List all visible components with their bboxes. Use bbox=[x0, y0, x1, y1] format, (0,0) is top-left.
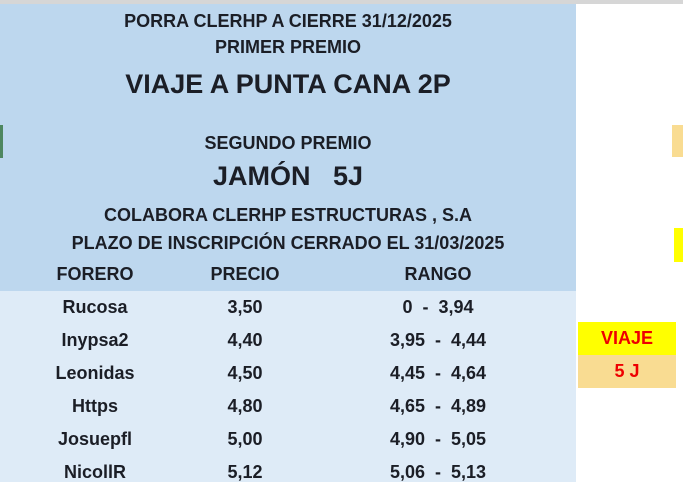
sponsor-line: COLABORA CLERHP ESTRUCTURAS , S.A bbox=[103, 205, 472, 225]
first-prize-label: PRIMER PREMIO bbox=[214, 37, 361, 57]
cell-rango[interactable]: 4,45 - 4,64 bbox=[389, 363, 487, 383]
window-top-strip bbox=[0, 0, 683, 4]
cell-rango[interactable]: 0 - 3,94 bbox=[402, 297, 474, 317]
column-header-rango[interactable]: RANGO bbox=[404, 264, 472, 284]
left-edge-green-sliver bbox=[0, 125, 3, 158]
second-prize-tag: 5 J bbox=[578, 355, 676, 388]
cell-rango[interactable]: 4,65 - 4,89 bbox=[389, 396, 487, 416]
cell-precio[interactable]: 4,50 bbox=[227, 363, 263, 383]
cell-forero[interactable]: Josuepfl bbox=[57, 429, 132, 449]
porra-header-panel: PORRA CLERHP A CIERRE 31/12/2025 PRIMER … bbox=[0, 4, 576, 291]
cell-rango[interactable]: 5,06 - 5,13 bbox=[389, 462, 487, 482]
column-header-precio[interactable]: PRECIO bbox=[210, 264, 280, 284]
second-prize-name: JAMÓN 5J bbox=[212, 161, 364, 191]
cell-precio[interactable]: 5,00 bbox=[227, 429, 263, 449]
deadline-line: PLAZO DE INSCRIPCIÓN CERRADO EL 31/03/20… bbox=[71, 233, 505, 253]
cell-precio[interactable]: 4,40 bbox=[227, 330, 263, 350]
first-prize-tag: VIAJE bbox=[578, 322, 676, 355]
table-row: NicollR 5,12 5,06 - 5,13 bbox=[0, 456, 576, 482]
first-prize-name: VIAJE A PUNTA CANA 2P bbox=[125, 69, 451, 99]
cell-precio[interactable]: 5,12 bbox=[227, 462, 263, 482]
cell-forero[interactable]: Rucosa bbox=[62, 297, 128, 317]
cell-forero[interactable]: Https bbox=[72, 396, 118, 416]
cell-rango[interactable]: 4,90 - 5,05 bbox=[389, 429, 487, 449]
right-edge-tan-sliver bbox=[672, 125, 683, 157]
column-header-forero[interactable]: FORERO bbox=[56, 264, 134, 284]
cell-forero[interactable]: Inypsa2 bbox=[61, 330, 129, 350]
table-row: Josuepfl 5,00 4,90 - 5,05 bbox=[0, 423, 576, 456]
right-edge-yellow-sliver bbox=[674, 228, 683, 262]
table-row: Https 4,80 4,65 - 4,89 bbox=[0, 390, 576, 423]
porra-title: PORRA CLERHP A CIERRE 31/12/2025 bbox=[124, 11, 452, 31]
table-row: Leonidas 4,50 4,45 - 4,64 bbox=[0, 357, 576, 390]
table-body: Rucosa 3,50 0 - 3,94 Inypsa2 4,40 3,95 -… bbox=[0, 291, 576, 482]
cell-precio[interactable]: 3,50 bbox=[227, 297, 263, 317]
cell-precio[interactable]: 4,80 bbox=[227, 396, 263, 416]
table-header-row: FORERO PRECIO RANGO bbox=[0, 258, 576, 291]
table-row: Inypsa2 4,40 3,95 - 4,44 bbox=[0, 324, 576, 357]
cell-forero[interactable]: NicollR bbox=[63, 462, 126, 482]
table-row: Rucosa 3,50 0 - 3,94 bbox=[0, 291, 576, 324]
cell-rango[interactable]: 3,95 - 4,44 bbox=[389, 330, 487, 350]
second-prize-label: SEGUNDO PREMIO bbox=[204, 133, 372, 153]
cell-forero[interactable]: Leonidas bbox=[55, 363, 135, 383]
